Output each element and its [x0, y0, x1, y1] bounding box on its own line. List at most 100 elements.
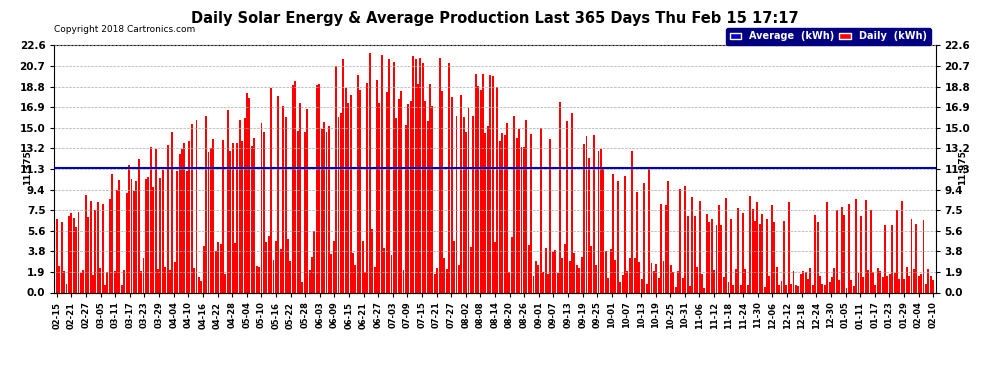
Bar — [730, 219, 732, 292]
Bar — [275, 241, 277, 292]
Bar — [287, 238, 289, 292]
Bar — [323, 122, 325, 292]
Bar — [559, 102, 561, 292]
Bar — [564, 244, 565, 292]
Bar — [465, 132, 467, 292]
Bar — [822, 284, 824, 292]
Bar — [891, 225, 893, 292]
Bar — [299, 103, 301, 292]
Bar — [544, 248, 546, 292]
Bar — [759, 225, 760, 292]
Bar — [417, 84, 419, 292]
Bar — [795, 285, 797, 292]
Bar — [203, 246, 205, 292]
Bar — [70, 213, 72, 292]
Bar — [911, 219, 913, 292]
Bar — [872, 272, 874, 292]
Bar — [198, 276, 200, 292]
Bar — [258, 267, 260, 292]
Bar — [453, 241, 455, 292]
Bar — [857, 273, 859, 292]
Bar — [869, 210, 871, 292]
Bar — [195, 120, 197, 292]
Text: Copyright 2018 Cartronics.com: Copyright 2018 Cartronics.com — [54, 25, 196, 34]
Bar — [778, 285, 780, 292]
Bar — [593, 135, 595, 292]
Bar — [482, 74, 484, 292]
Bar — [834, 268, 836, 292]
Bar — [410, 101, 412, 292]
Bar — [145, 179, 147, 292]
Bar — [509, 272, 511, 292]
Bar — [114, 272, 116, 292]
Bar — [660, 204, 662, 292]
Bar — [143, 258, 145, 292]
Bar — [85, 195, 87, 292]
Bar — [87, 217, 89, 292]
Bar — [439, 58, 441, 292]
Bar — [434, 274, 436, 292]
Bar — [462, 117, 464, 292]
Bar — [918, 276, 920, 292]
Bar — [378, 103, 380, 292]
Bar — [58, 266, 60, 292]
Bar — [785, 285, 787, 292]
Bar — [338, 117, 340, 292]
Bar — [865, 200, 866, 292]
Bar — [361, 241, 363, 292]
Bar — [405, 125, 407, 292]
Bar — [395, 118, 397, 292]
Bar — [422, 63, 424, 292]
Bar — [321, 129, 323, 292]
Bar — [124, 270, 125, 292]
Bar — [636, 192, 638, 292]
Bar — [301, 282, 303, 292]
Bar — [319, 84, 320, 292]
Bar — [571, 112, 573, 292]
Bar — [494, 242, 496, 292]
Bar — [617, 181, 619, 292]
Bar — [359, 90, 361, 292]
Bar — [742, 213, 743, 292]
Bar — [807, 279, 809, 292]
Bar — [366, 83, 368, 292]
Bar — [600, 149, 602, 292]
Bar — [691, 196, 693, 292]
Bar — [343, 59, 345, 292]
Bar — [215, 251, 217, 292]
Bar — [845, 288, 847, 292]
Bar — [776, 267, 777, 292]
Legend: Average  (kWh), Daily  (kWh): Average (kWh), Daily (kWh) — [726, 28, 931, 45]
Bar — [725, 198, 727, 292]
Bar — [653, 272, 654, 292]
Bar — [284, 117, 286, 292]
Bar — [176, 171, 178, 292]
Bar — [277, 96, 279, 292]
Bar — [489, 75, 491, 292]
Bar — [754, 221, 756, 292]
Bar — [126, 193, 128, 292]
Bar — [733, 285, 735, 292]
Bar — [183, 143, 185, 292]
Bar — [619, 282, 621, 292]
Bar — [230, 151, 231, 292]
Bar — [602, 168, 604, 292]
Bar — [819, 276, 821, 292]
Bar — [906, 267, 908, 292]
Bar — [657, 278, 659, 292]
Bar — [210, 148, 212, 292]
Bar — [448, 63, 450, 292]
Bar — [923, 220, 925, 292]
Bar — [583, 144, 585, 292]
Bar — [696, 267, 698, 292]
Bar — [444, 258, 446, 292]
Bar — [526, 120, 528, 292]
Bar — [612, 174, 614, 292]
Bar — [677, 271, 679, 292]
Bar — [771, 206, 773, 292]
Bar — [309, 270, 311, 292]
Bar — [506, 123, 508, 292]
Bar — [930, 276, 932, 292]
Bar — [154, 148, 156, 292]
Bar — [138, 159, 140, 292]
